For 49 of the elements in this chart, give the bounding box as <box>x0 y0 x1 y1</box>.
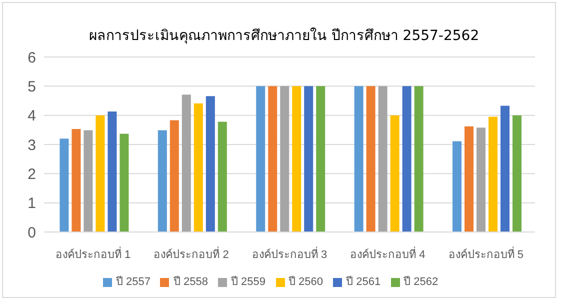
bar <box>120 134 129 232</box>
bar <box>414 86 424 232</box>
bar <box>464 126 474 232</box>
bar <box>452 141 462 232</box>
bar <box>500 106 510 232</box>
y-tick-label: 6 <box>28 49 36 66</box>
y-tick-label: 5 <box>28 78 36 96</box>
legend-label: ปี 2560 <box>288 276 324 288</box>
legend-label: ปี 2561 <box>346 276 381 288</box>
chart-title: ผลการประเมินคุณภาพการศึกษาภายใน ปีการศึกษา 2557-2562 <box>88 26 480 46</box>
x-tick-label: องค์ประกอบที่ 5 <box>448 246 524 261</box>
legend-label: ปี 2558 <box>173 276 208 288</box>
y-tick-label: 0 <box>28 224 36 242</box>
x-tick-label: องค์ประกอบที่ 3 <box>252 246 328 261</box>
bar <box>316 86 326 232</box>
x-tick-label: องค์ประกอบที่ 1 <box>56 246 131 261</box>
bar <box>354 86 364 232</box>
bar <box>60 138 69 232</box>
bar <box>158 130 167 232</box>
x-tick-label: องค์ประกอบที่ 4 <box>350 246 426 261</box>
bar <box>256 86 266 232</box>
bar <box>402 86 412 232</box>
legend-label: ปี 2559 <box>230 276 266 288</box>
y-tick-label: 2 <box>28 166 36 183</box>
bar <box>96 115 105 232</box>
y-tick-label: 4 <box>28 108 36 125</box>
bar <box>206 96 215 232</box>
bar <box>84 130 93 232</box>
x-tick-label: องค์ประกอบที่ 2 <box>154 246 229 261</box>
bar <box>292 86 302 232</box>
bar <box>108 112 117 232</box>
bar <box>170 120 179 232</box>
legend-label: ปี 2557 <box>116 276 150 288</box>
bar <box>218 122 227 232</box>
bar <box>304 86 314 232</box>
bar <box>378 86 388 232</box>
bar <box>280 86 290 232</box>
y-tick-label: 3 <box>28 136 36 154</box>
bar <box>194 103 203 232</box>
bar <box>268 86 278 232</box>
bar <box>390 115 400 232</box>
y-tick-label: 1 <box>28 195 36 212</box>
bar <box>182 94 191 232</box>
bar <box>366 86 376 232</box>
legend-label: ปี 2562 <box>404 276 438 288</box>
bar <box>512 115 522 232</box>
bar <box>476 128 486 232</box>
bar <box>72 129 81 232</box>
bar <box>488 116 498 232</box>
